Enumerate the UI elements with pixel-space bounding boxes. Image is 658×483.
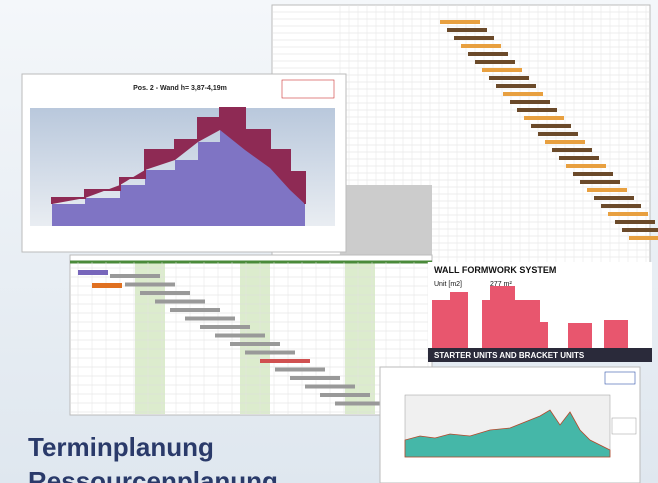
gantt-bar bbox=[468, 52, 508, 56]
gantt-bar bbox=[489, 76, 529, 80]
gantt-bar bbox=[559, 156, 599, 160]
resource-chart-doc: Pos. 2 - Wand h= 3,87-4,19m bbox=[22, 74, 346, 252]
gantt-bar bbox=[335, 402, 385, 406]
gantt-bar bbox=[601, 204, 641, 208]
gantt-bar bbox=[608, 212, 648, 216]
gantt-bar bbox=[260, 359, 310, 363]
gantt-bar bbox=[496, 84, 536, 88]
gantt-bar bbox=[538, 132, 578, 136]
gantt-bar bbox=[517, 108, 557, 112]
gantt-bar bbox=[587, 188, 627, 192]
wall-formwork-panel: WALL FORMWORK SYSTEM Unit [m2] 277 m² ST… bbox=[428, 262, 652, 362]
caption-line-1: Terminplanung bbox=[28, 432, 214, 462]
collage: Pos. 2 - Wand h= 3,87-4,19m WALL FORMWOR… bbox=[0, 0, 658, 483]
teal-chart-doc bbox=[380, 367, 640, 483]
gantt-bar bbox=[524, 116, 564, 120]
table-area bbox=[340, 185, 432, 262]
gantt-bar bbox=[454, 36, 494, 40]
gantt-bar bbox=[140, 291, 190, 295]
gantt-bar bbox=[447, 28, 487, 32]
gantt-bar bbox=[622, 228, 658, 232]
gantt-bar bbox=[566, 164, 606, 168]
gantt-bar bbox=[320, 393, 370, 397]
gantt-bar bbox=[461, 44, 501, 48]
caption-line-2: Ressourcenplanung bbox=[28, 466, 278, 483]
gantt-sheet-bottom bbox=[70, 255, 432, 415]
gantt-bar bbox=[615, 220, 655, 224]
gantt-bar bbox=[629, 236, 658, 240]
gantt-bar bbox=[594, 196, 634, 200]
gantt-bar bbox=[580, 180, 620, 184]
gantt-bar bbox=[290, 376, 340, 380]
page: Pos. 2 - Wand h= 3,87-4,19m WALL FORMWOR… bbox=[0, 0, 658, 483]
gantt-bar bbox=[110, 274, 160, 278]
gantt-bar bbox=[200, 325, 250, 329]
gantt-bar bbox=[125, 283, 175, 287]
gantt-bar bbox=[305, 385, 355, 389]
gantt-bar bbox=[245, 351, 295, 355]
gantt-bar bbox=[475, 60, 515, 64]
gantt-bar bbox=[275, 368, 325, 372]
gantt-bar bbox=[440, 20, 480, 24]
gantt-bar bbox=[215, 334, 265, 338]
gantt-bar bbox=[552, 148, 592, 152]
gantt-bar bbox=[185, 317, 235, 321]
panel-title: WALL FORMWORK SYSTEM bbox=[434, 265, 556, 275]
gantt-bar bbox=[503, 92, 543, 96]
panel-footer: STARTER UNITS AND BRACKET UNITS bbox=[434, 351, 585, 360]
gantt-bar bbox=[510, 100, 550, 104]
gantt-bar bbox=[573, 172, 613, 176]
chart-title: Pos. 2 - Wand h= 3,87-4,19m bbox=[133, 85, 227, 92]
gantt-bar bbox=[170, 308, 220, 312]
gantt-bar bbox=[531, 124, 571, 128]
gantt-bar bbox=[482, 68, 522, 72]
gantt-bar bbox=[545, 140, 585, 144]
gantt-bar bbox=[155, 300, 205, 304]
gantt-bar bbox=[230, 342, 280, 346]
unit-label: Unit [m2] bbox=[434, 281, 462, 288]
